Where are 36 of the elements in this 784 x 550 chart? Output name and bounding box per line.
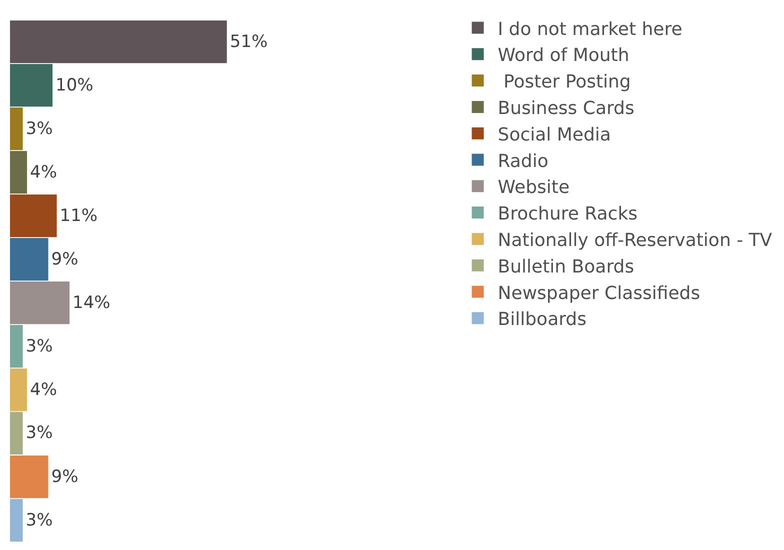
bar xyxy=(10,194,57,238)
data-label: 4% xyxy=(30,380,57,400)
data-label: 4% xyxy=(30,162,57,182)
data-label: 51% xyxy=(230,32,268,52)
legend-label: Brochure Racks xyxy=(498,204,638,225)
bar xyxy=(10,324,23,368)
legend-label: Newspaper Classifieds xyxy=(498,282,700,304)
bar xyxy=(10,64,53,107)
data-label: 10% xyxy=(56,75,94,96)
bar xyxy=(10,107,23,150)
data-label: 9% xyxy=(51,466,78,487)
data-label: 3% xyxy=(26,118,53,139)
data-label: 3% xyxy=(26,336,53,356)
bar xyxy=(10,412,23,455)
legend-label: Radio xyxy=(498,150,548,172)
data-label: 3% xyxy=(26,423,53,444)
legend-label: Nationally off-Reservation - TV xyxy=(498,230,773,251)
bar xyxy=(10,238,48,281)
bar xyxy=(10,20,227,64)
data-label: 11% xyxy=(60,206,98,226)
data-label: 14% xyxy=(72,292,110,313)
legend-label: Social Media xyxy=(498,124,611,146)
data-label: 3% xyxy=(26,510,53,530)
bar xyxy=(10,281,70,324)
legend-label: Word of Mouth xyxy=(498,45,630,66)
legend-label: Website xyxy=(498,177,570,198)
legend-label: Poster Posting xyxy=(498,72,631,93)
legend-label: I do not market here xyxy=(498,18,682,40)
bar xyxy=(10,498,23,542)
bar xyxy=(10,455,48,498)
legend-label: Billboards xyxy=(498,309,586,330)
legend-label: Bulletin Boards xyxy=(498,256,634,278)
legend-label: Business Cards xyxy=(498,98,634,119)
bar xyxy=(10,368,28,412)
bar xyxy=(10,150,28,194)
data-label: 9% xyxy=(51,249,78,270)
